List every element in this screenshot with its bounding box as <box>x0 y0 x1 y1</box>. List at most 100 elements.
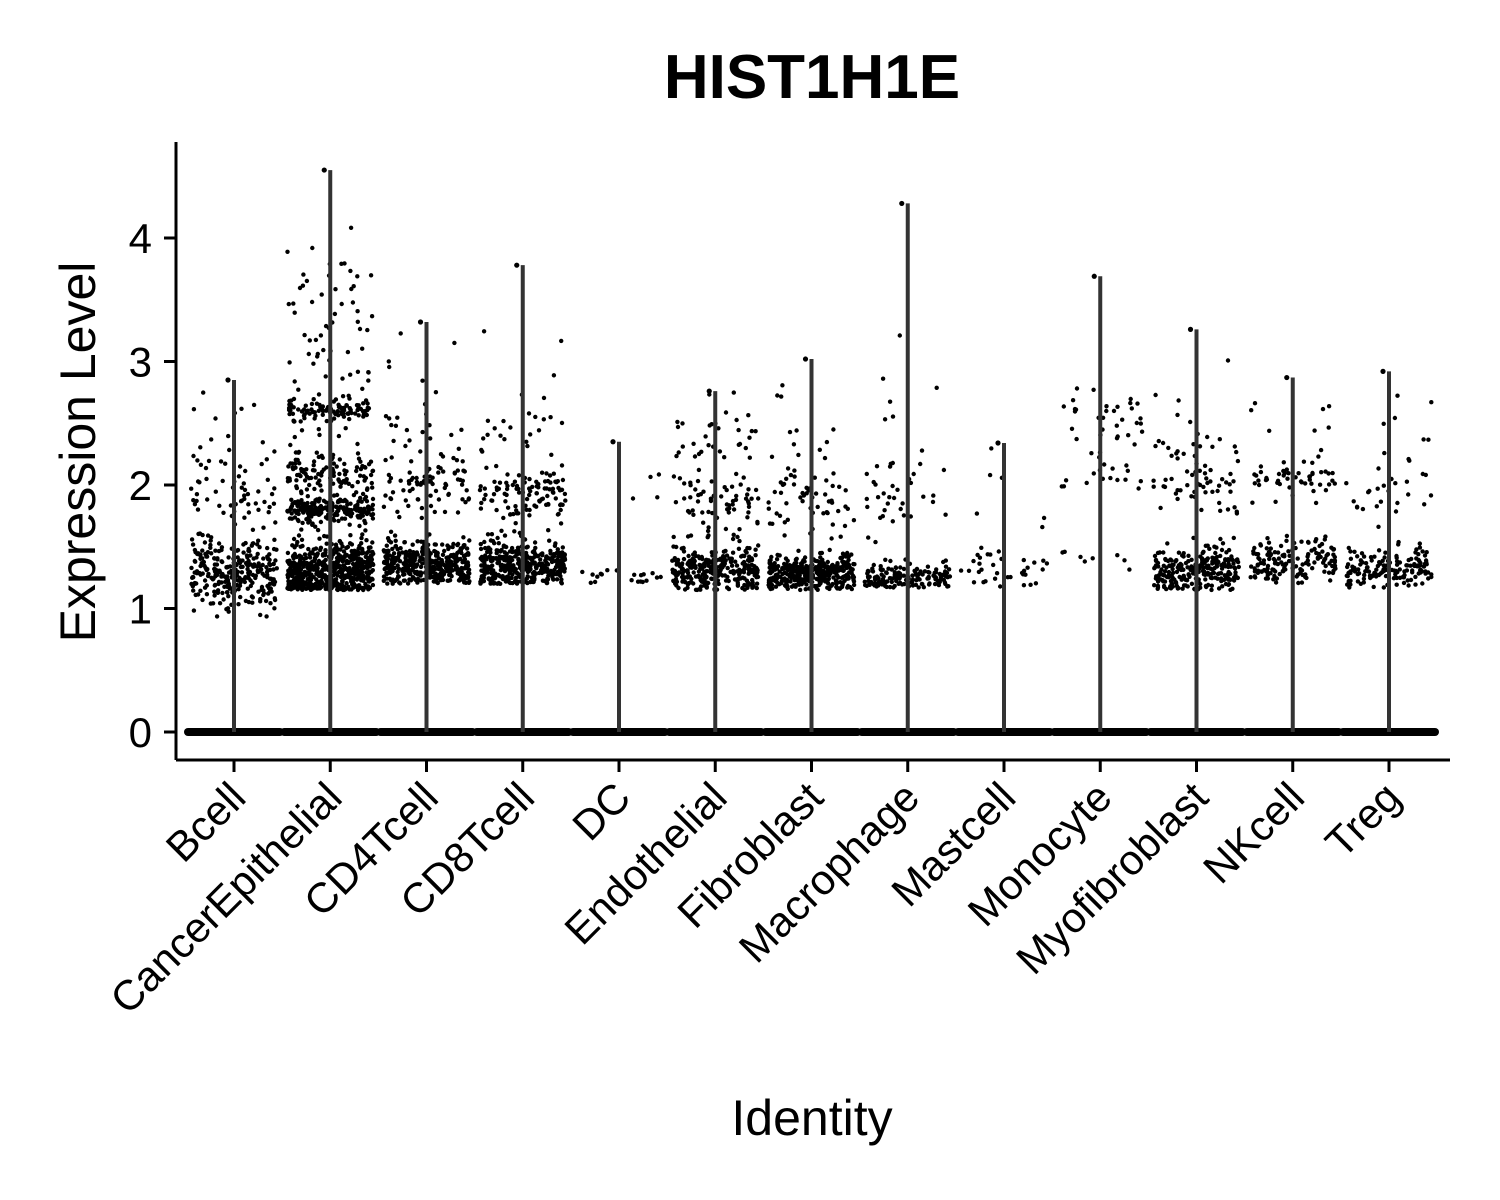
data-point <box>1271 567 1277 573</box>
data-point <box>1267 428 1272 433</box>
data-point <box>514 551 519 556</box>
data-point <box>455 542 460 548</box>
data-point <box>388 476 394 481</box>
data-point <box>1391 576 1397 581</box>
data-point <box>1413 550 1418 555</box>
data-point <box>403 498 408 503</box>
data-point <box>796 452 801 458</box>
data-point <box>300 520 305 526</box>
data-point <box>1220 541 1226 546</box>
data-point <box>265 477 270 482</box>
data-point <box>915 575 920 580</box>
data-point <box>355 502 360 507</box>
data-point <box>358 406 364 412</box>
data-point <box>512 529 517 534</box>
data-point <box>1216 483 1222 488</box>
data-point <box>1313 500 1319 506</box>
data-point <box>338 505 344 510</box>
data-point <box>844 574 850 579</box>
data-point <box>268 586 273 591</box>
data-point <box>1382 555 1387 560</box>
data-point <box>253 575 258 581</box>
data-point <box>685 534 691 539</box>
data-point <box>704 585 709 590</box>
data-point <box>1213 575 1218 580</box>
data-point <box>511 511 516 517</box>
data-point <box>871 562 876 568</box>
data-point <box>261 556 266 561</box>
data-point <box>319 488 324 493</box>
data-point <box>485 532 491 537</box>
data-point <box>1324 553 1329 558</box>
data-point <box>436 497 442 502</box>
data-point <box>319 473 324 478</box>
data-point <box>341 411 346 416</box>
data-point <box>691 512 696 517</box>
data-point <box>686 553 691 559</box>
data-point <box>389 455 394 460</box>
data-point <box>479 576 484 582</box>
data-point <box>1175 496 1180 502</box>
data-point <box>311 547 316 552</box>
data-point <box>320 580 325 586</box>
data-point <box>454 458 460 463</box>
data-point <box>459 482 465 487</box>
data-point <box>1212 544 1217 549</box>
data-point <box>505 574 510 579</box>
data-point <box>258 596 263 602</box>
data-point <box>464 546 470 551</box>
data-point <box>791 482 797 487</box>
data-point <box>1355 579 1361 584</box>
data-point <box>832 570 837 575</box>
data-point <box>887 576 893 581</box>
data-point <box>534 479 539 484</box>
data-point <box>388 496 394 502</box>
data-point <box>1156 438 1162 444</box>
data-point <box>350 484 355 489</box>
data-point <box>677 564 683 569</box>
data-point <box>1428 493 1434 498</box>
data-point <box>805 570 810 575</box>
data-point <box>256 538 261 543</box>
data-point <box>987 472 993 478</box>
data-point <box>338 484 343 489</box>
data-point <box>482 497 487 502</box>
data-point <box>925 564 931 569</box>
data-point <box>300 583 305 588</box>
data-point <box>322 505 327 511</box>
data-point <box>674 544 679 550</box>
data-point <box>297 461 302 466</box>
data-point <box>688 495 693 500</box>
data-point <box>998 584 1003 589</box>
data-point <box>488 550 493 555</box>
data-point <box>675 419 680 425</box>
data-point <box>1406 583 1411 588</box>
data-point <box>753 553 758 558</box>
data-point <box>539 497 544 502</box>
data-point <box>355 369 361 374</box>
data-point <box>547 538 552 543</box>
data-point <box>396 574 401 579</box>
data-point <box>306 515 311 520</box>
data-point <box>214 562 220 567</box>
data-point <box>693 553 698 559</box>
data-point <box>823 492 828 497</box>
data-point <box>464 575 469 580</box>
data-point <box>1363 561 1369 566</box>
data-point <box>890 483 895 489</box>
data-point <box>459 565 464 571</box>
data-point <box>510 482 515 488</box>
data-point <box>358 473 363 478</box>
data-point <box>1316 454 1321 459</box>
data-point <box>1256 478 1261 483</box>
data-point <box>736 427 741 433</box>
data-point <box>796 565 802 570</box>
data-point <box>875 495 881 500</box>
data-point <box>427 474 433 479</box>
data-point <box>387 479 392 484</box>
data-point <box>722 573 728 578</box>
data-point <box>1286 558 1292 564</box>
data-point <box>560 545 565 550</box>
data-point <box>725 565 730 571</box>
data-point <box>983 579 988 584</box>
